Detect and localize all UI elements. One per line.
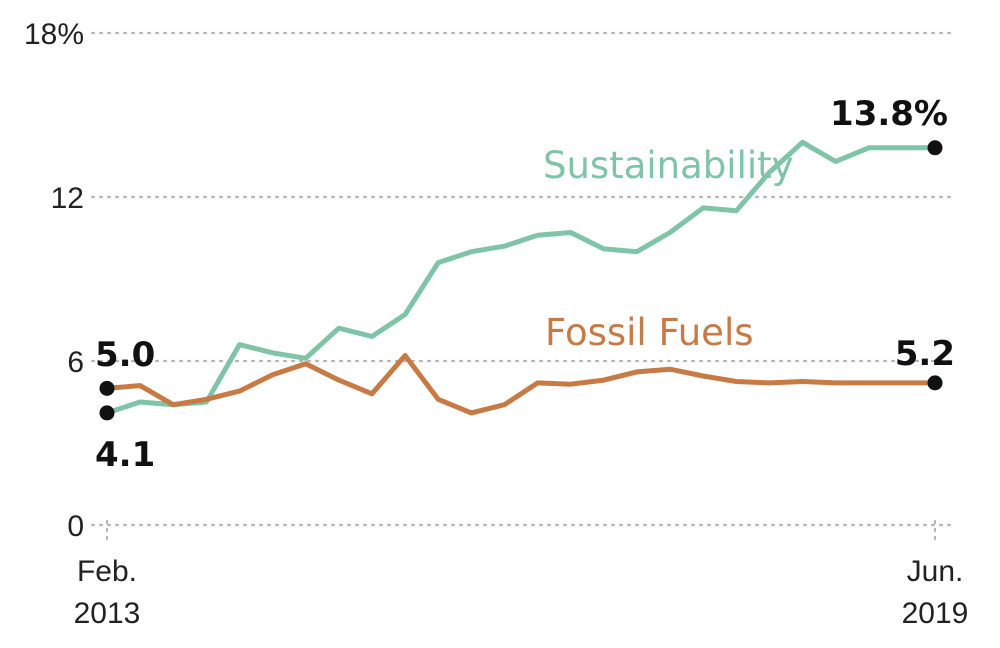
series-end-marker-0 xyxy=(927,140,943,156)
series-start-marker-0 xyxy=(99,405,115,421)
x-tick-label-year-1: 2019 xyxy=(902,597,969,630)
y-tick-label-6: 6 xyxy=(67,346,84,379)
y-axis-tick-labels: 0 6 12 18% xyxy=(24,18,84,543)
fossil-fuels-end-value: 5.2 xyxy=(895,334,955,374)
grid-layer xyxy=(90,31,957,541)
x-tick-label-month-0: Feb. xyxy=(77,555,137,588)
series-line-1 xyxy=(104,353,938,416)
x-tick-label-year-0: 2013 xyxy=(74,597,141,630)
x-axis-tick-labels: Feb. 2013 Jun. 2019 xyxy=(74,555,969,630)
series-label-sustainability: Sustainability xyxy=(543,144,794,187)
fossil-fuels-start-value: 5.0 xyxy=(95,335,155,375)
label-layer: Sustainability Fossil Fuels 13.8% 5.2 5.0 4.1 xyxy=(95,94,955,475)
series-start-marker-1 xyxy=(99,380,115,396)
series-end-marker-1 xyxy=(927,375,943,391)
x-tick-label-month-1: Jun. xyxy=(907,555,964,588)
sustainability-start-value: 4.1 xyxy=(95,435,155,475)
series-layer xyxy=(99,139,943,421)
series-line-0 xyxy=(104,139,938,416)
series-label-fossil-fuels: Fossil Fuels xyxy=(545,311,754,354)
y-tick-label-18: 18% xyxy=(24,18,84,51)
y-tick-label-12: 12 xyxy=(51,182,84,215)
sustainability-end-value: 13.8% xyxy=(830,94,948,134)
y-tick-label-0: 0 xyxy=(67,510,84,543)
